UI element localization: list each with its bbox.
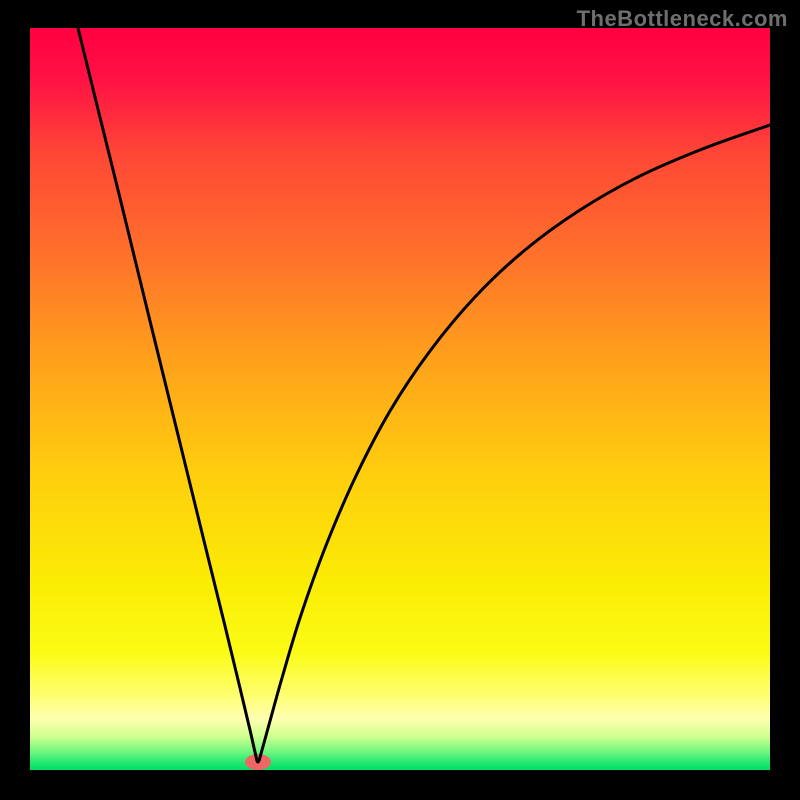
v-curve-path: [78, 28, 770, 762]
plot-area: [30, 28, 770, 770]
curve-layer: [30, 28, 770, 770]
chart-frame: TheBottleneck.com: [0, 0, 800, 800]
